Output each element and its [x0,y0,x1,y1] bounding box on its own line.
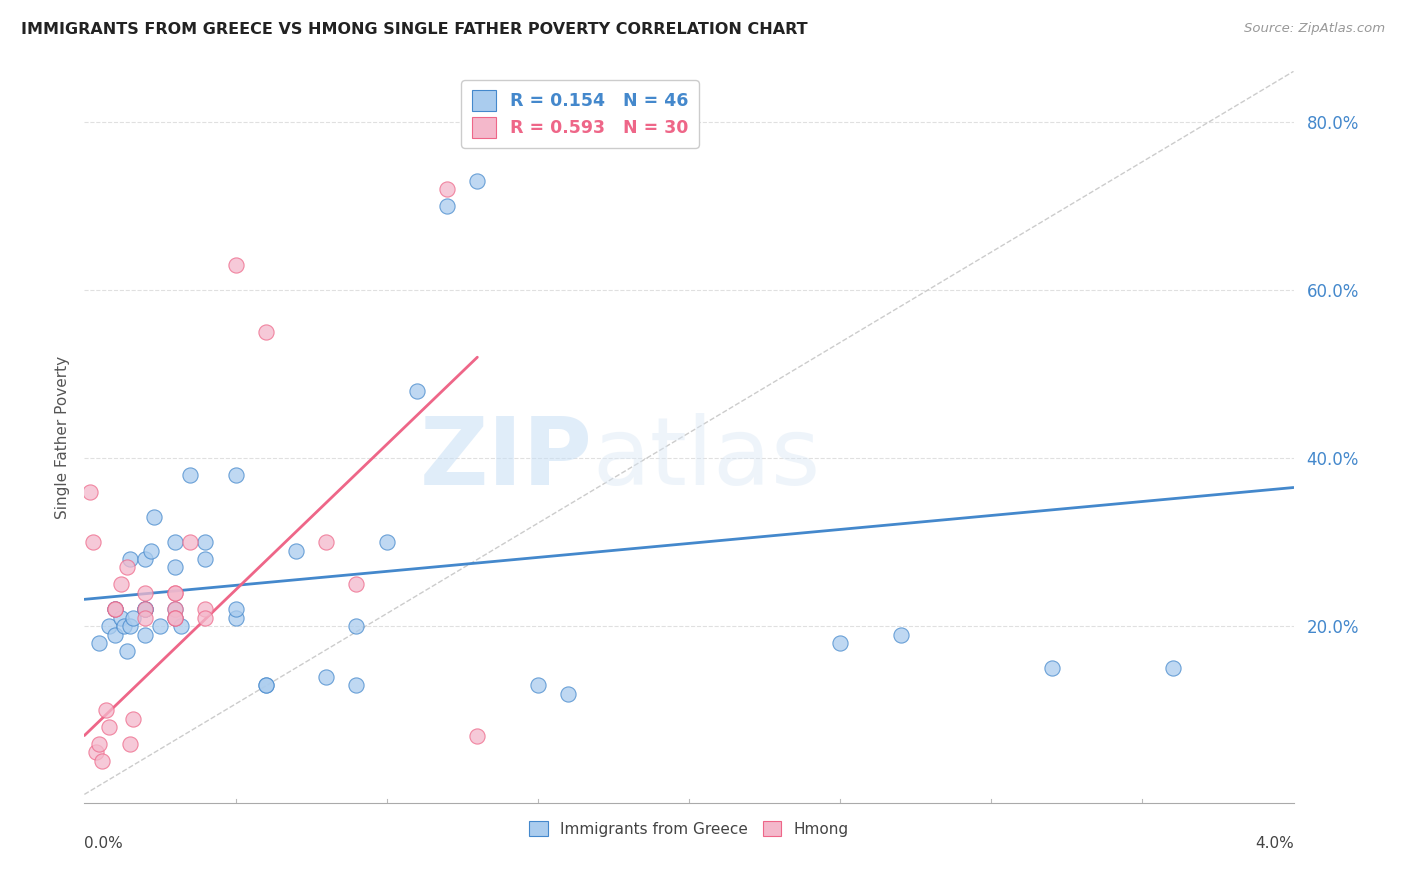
Point [89,636,111,650]
Point [118,737,141,751]
Y-axis label: Single Father Poverty: Single Father Poverty [55,356,70,518]
Point [89,737,111,751]
Point [225,467,247,482]
Point [194,602,217,616]
Point [86,745,108,759]
Point [406,384,429,398]
Point [121,611,143,625]
Point [170,619,193,633]
Point [97,619,120,633]
Point [115,644,138,658]
Point [165,611,187,625]
Point [165,611,187,625]
Point [104,602,127,616]
Point [94,703,117,717]
Point [134,627,156,641]
Point [97,720,120,734]
Point [315,535,337,549]
Point [225,258,247,272]
Point [436,182,458,196]
Point [179,467,201,482]
Point [82,535,104,549]
Point [121,712,143,726]
Point [115,560,138,574]
Point [194,552,217,566]
Point [110,577,132,591]
Point [91,754,114,768]
Text: 0.0%: 0.0% [84,836,124,851]
Point [527,678,550,692]
Point [557,686,579,700]
Point [1161,661,1184,675]
Point [134,585,156,599]
Point [104,602,127,616]
Point [375,535,398,549]
Point [112,619,135,633]
Text: Source: ZipAtlas.com: Source: ZipAtlas.com [1244,22,1385,36]
Text: atlas: atlas [592,413,821,505]
Point [436,199,458,213]
Text: 4.0%: 4.0% [1254,836,1294,851]
Point [142,510,165,524]
Point [165,611,187,625]
Point [165,585,187,599]
Legend: Immigrants from Greece, Hmong: Immigrants from Greece, Hmong [523,814,855,843]
Point [890,627,912,641]
Point [1040,661,1063,675]
Point [104,627,127,641]
Point [134,602,156,616]
Point [165,560,187,574]
Point [118,619,141,633]
Point [104,602,127,616]
Point [179,535,201,549]
Point [165,585,187,599]
Point [165,602,187,616]
Point [134,552,156,566]
Point [104,602,127,616]
Point [467,174,489,188]
Point [225,602,247,616]
Point [139,543,162,558]
Point [467,729,489,743]
Point [165,535,187,549]
Text: IMMIGRANTS FROM GREECE VS HMONG SINGLE FATHER POVERTY CORRELATION CHART: IMMIGRANTS FROM GREECE VS HMONG SINGLE F… [21,22,807,37]
Point [194,611,217,625]
Point [346,577,368,591]
Point [134,602,156,616]
Text: ZIP: ZIP [419,413,592,505]
Point [830,636,852,650]
Point [315,670,337,684]
Point [110,611,132,625]
Point [149,619,172,633]
Point [134,611,156,625]
Point [79,484,101,499]
Point [254,678,277,692]
Point [194,535,217,549]
Point [165,602,187,616]
Point [254,678,277,692]
Point [134,602,156,616]
Point [254,325,277,339]
Point [285,543,308,558]
Point [118,552,141,566]
Point [225,611,247,625]
Point [346,678,368,692]
Point [346,619,368,633]
Point [134,602,156,616]
